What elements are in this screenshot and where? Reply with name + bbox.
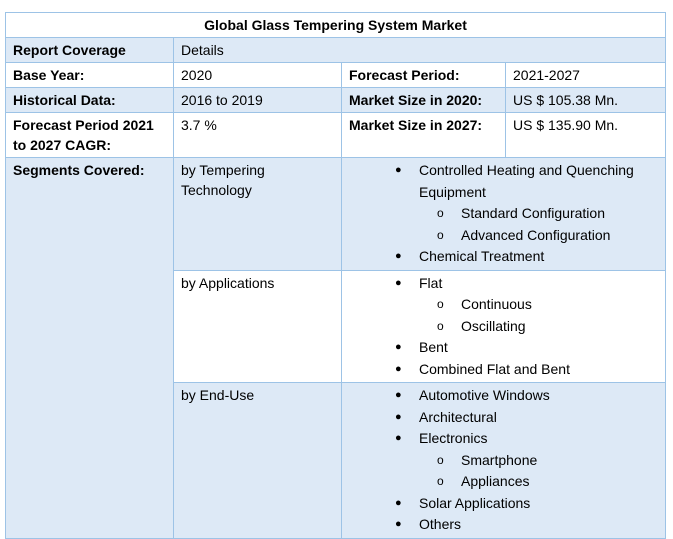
report-coverage-header: Report Coverage [5,37,174,63]
base-year-label: Base Year: [5,62,174,88]
list-item-text: Solar Applications [419,494,531,511]
circle-bullet-icon: o [437,206,444,220]
bullet-icon: ● [395,518,402,530]
segment-items: ● Controlled Heating and Quenching Equip… [340,157,667,271]
list-item: ● Bent [349,337,658,359]
bullet-icon: ● [395,276,402,289]
list-item: ● Solar Applications [349,493,658,515]
sub-list-item-text: Standard Configuration [461,205,605,221]
table-row: Base Year: 2020 Forecast Period: 2021-20… [5,62,667,88]
table-row: Forecast Period 2021 to 2027 CAGR: 3.7 %… [5,112,667,158]
list-item: ● Chemical Treatment [349,246,658,268]
list-item-text: Flat [419,274,443,291]
list-item: ● Combined Flat and Bent [349,359,658,381]
sub-list-item-text: Advanced Configuration [461,226,611,243]
historical-data-value: 2016 to 2019 [173,87,342,113]
segment-list: ● Controlled Heating and Quenching Equip… [349,160,658,268]
bullet-icon: ● [395,250,402,262]
bullet-icon: ● [395,410,402,423]
base-year-value: 2020 [173,62,342,88]
segment-row: by End-Use ● Automotive Windows ● Archit… [6,382,667,539]
bullet-icon: ● [395,362,402,375]
bullet-icon: ● [395,341,402,353]
bullet-icon: ● [395,389,402,401]
market-size-2020-value: US $ 105.38 Mn. [504,87,667,113]
circle-bullet-icon: o [437,474,444,488]
list-item-text: Chemical Treatment [419,248,545,264]
segment-list: ● Flat o Continuous o Oscillating [349,273,658,381]
sub-list-item: o Continuous [419,294,658,316]
sub-list-item: o Oscillating [419,316,658,338]
title-row: Global Glass Tempering System Market [4,12,667,38]
sub-list-item: o Appliances [419,471,658,493]
market-size-2027-label: Market Size in 2027: [341,112,506,158]
sub-list-item-text: Oscillating [461,317,526,334]
list-item: ● Flat o Continuous o Oscillating [349,273,658,338]
bullet-icon: ● [395,496,402,509]
forecast-period-value: 2021-2027 [504,62,667,88]
cagr-value: 3.7 % [173,112,342,158]
list-item-text: Automotive Windows [419,387,550,403]
segment-name: by Tempering Technology [173,157,342,271]
segment-name: by End-Use [173,382,342,539]
list-item-text: Others [419,516,462,532]
sub-list-item: o Standard Configuration [419,203,658,225]
sub-list-item-text: Appliances [461,473,530,489]
circle-bullet-icon: o [437,452,444,467]
circle-bullet-icon: o [437,227,444,242]
header-row: Report Coverage Details [5,37,667,63]
segment-name: by Applications [173,269,342,383]
list-item-text: Architectural [419,408,497,425]
segment-list: ● Automotive Windows ● Architectural ● E… [349,385,658,536]
segment-row: Segments Covered: by Tempering Technolog… [5,157,667,539]
segment-items: ● Automotive Windows ● Architectural ● E… [340,382,667,539]
table-title: Global Glass Tempering System Market [4,12,667,38]
sub-list-item-text: Continuous [461,296,532,312]
segment-items: ● Flat o Continuous o Oscillating [340,269,667,383]
segments-covered-label: Segments Covered: [5,157,174,539]
market-size-2027-value: US $ 135.90 Mn. [504,112,667,158]
bullet-icon: ● [395,432,402,444]
details-header: Details [172,37,667,63]
list-item: ● Controlled Heating and Quenching Equip… [349,160,658,246]
list-item-text: Electronics [419,430,488,446]
sub-list: o Smartphone o Appliances [419,450,658,493]
market-size-2020-label: Market Size in 2020: [341,87,506,113]
sub-list-item: o Advanced Configuration [419,225,658,247]
forecast-period-label: Forecast Period: [341,62,506,88]
segment-row: by Applications ● Flat o Continuous o [6,269,667,383]
bullet-icon: ● [395,164,402,176]
sub-list: o Continuous o Oscillating [419,294,658,337]
report-table: Global Glass Tempering System Market Rep… [4,12,667,539]
sub-list: o Standard Configuration o Advanced Conf… [419,203,658,246]
list-item: ● Electronics o Smartphone o Appliances [349,428,658,493]
cagr-label: Forecast Period 2021 to 2027 CAGR: [5,112,174,158]
list-item-text: Bent [419,339,448,355]
list-item-text: Controlled Heating and Quenching Equipme… [419,162,634,200]
list-item: ● Others [349,514,658,536]
table-row: Historical Data: 2016 to 2019 Market Siz… [5,87,667,113]
list-item: ● Architectural [349,407,658,429]
circle-bullet-icon: o [437,297,444,311]
sub-list-item: o Smartphone [419,450,658,472]
sub-list-item-text: Smartphone [461,451,538,468]
circle-bullet-icon: o [437,318,444,333]
list-item-text: Combined Flat and Bent [419,360,570,377]
list-item: ● Automotive Windows [349,385,658,407]
historical-data-label: Historical Data: [5,87,174,113]
